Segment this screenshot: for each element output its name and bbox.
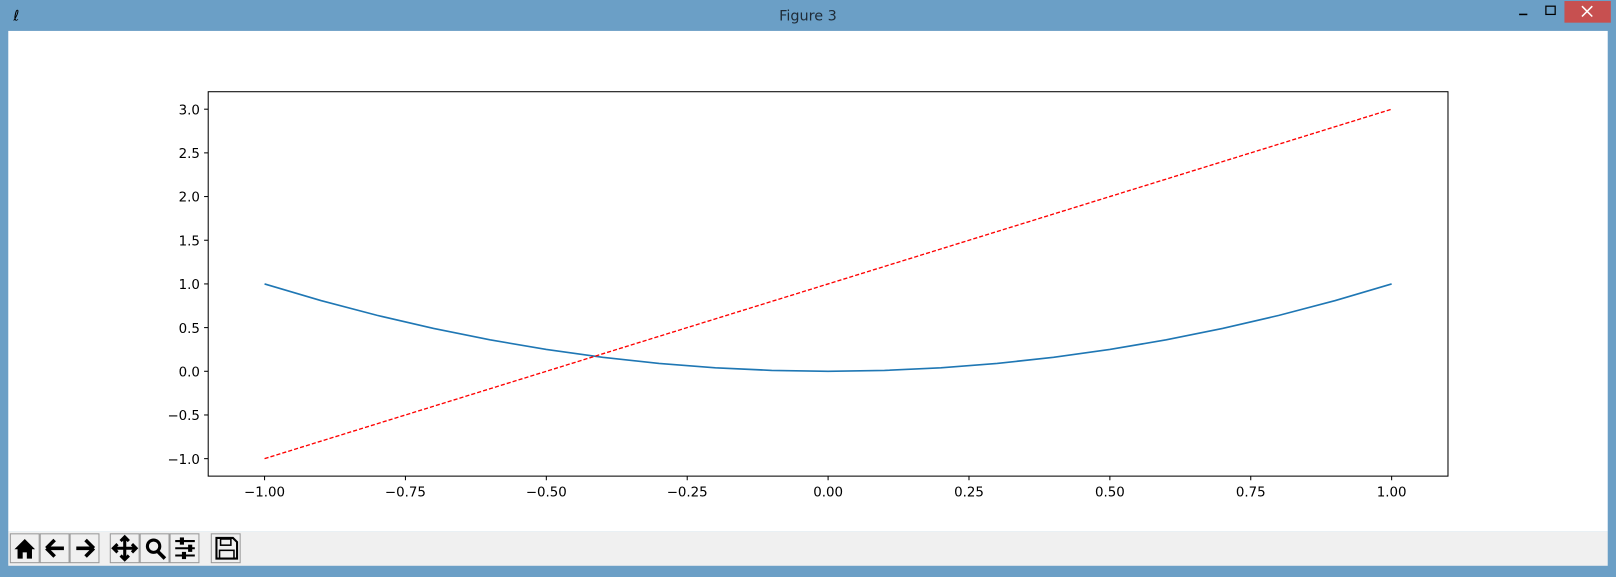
x-tick-label: 0.50 — [1095, 486, 1125, 501]
series-line — [264, 283, 1392, 373]
forward-button[interactable] — [69, 533, 100, 564]
y-tick-label: 0.0 — [179, 365, 200, 380]
y-tick-label: 1.0 — [179, 278, 200, 293]
y-tick-label: 2.5 — [179, 147, 200, 162]
minimize-button[interactable] — [1508, 2, 1539, 25]
figure-canvas — [8, 30, 1608, 532]
pan-button[interactable] — [109, 533, 140, 564]
y-tick-label: 3.0 — [179, 103, 200, 118]
y-tick-label: 0.5 — [179, 322, 200, 337]
home-button[interactable] — [9, 533, 40, 564]
toolbar — [8, 531, 1608, 566]
x-tick-label: 0.00 — [813, 486, 843, 501]
back-button[interactable] — [39, 533, 70, 564]
zoom-button[interactable] — [139, 533, 170, 564]
x-tick-label: −0.25 — [667, 486, 708, 501]
x-tick-label: 1.00 — [1377, 486, 1407, 501]
y-tick-label: −1.0 — [167, 453, 199, 468]
toolbar-buttons — [9, 533, 241, 564]
y-tick-label: −0.5 — [167, 409, 199, 424]
window-title: Figure 3 — [779, 9, 837, 25]
close-button[interactable] — [1564, 1, 1611, 23]
x-tick-label: −1.00 — [244, 486, 285, 501]
save-button[interactable] — [210, 533, 241, 564]
y-tick-label: 1.5 — [179, 234, 200, 249]
x-tick-label: 0.25 — [954, 486, 984, 501]
axes-frame — [207, 91, 1449, 477]
x-tick-label: 0.75 — [1236, 486, 1266, 501]
app-icon: ℓ — [12, 9, 19, 25]
series-line — [264, 108, 1392, 460]
x-tick-label: −0.50 — [526, 486, 567, 501]
configure-button[interactable] — [169, 533, 200, 564]
axes: −1.00 −0.75 −0.50 −0.25 0.00 0.25 0.50 0.75 1.00… — [167, 103, 1406, 500]
x-tick-label: −0.75 — [385, 486, 426, 501]
maximize-button[interactable] — [1538, 2, 1565, 25]
y-tick-label: 2.0 — [179, 191, 200, 206]
